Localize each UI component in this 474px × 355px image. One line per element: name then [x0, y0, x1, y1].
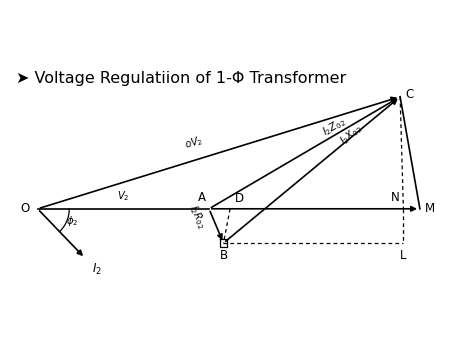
Text: L: L	[400, 249, 407, 262]
Text: N: N	[391, 191, 400, 204]
Text: $I_2R_{02}$: $I_2R_{02}$	[186, 202, 209, 230]
Text: ➤ Voltage Regulatiion of 1-Φ Transformer: ➤ Voltage Regulatiion of 1-Φ Transformer	[16, 71, 346, 86]
Text: D: D	[235, 192, 244, 205]
Text: $I_2X_{02}$: $I_2X_{02}$	[337, 122, 365, 148]
Text: O: O	[20, 202, 30, 215]
Text: $V_2$: $V_2$	[117, 189, 129, 203]
Text: M: M	[425, 202, 435, 215]
Text: C: C	[405, 88, 414, 101]
Text: $oV_2$: $oV_2$	[183, 133, 205, 152]
Text: $\phi_2$: $\phi_2$	[66, 214, 78, 228]
Text: $I_2Z_{02}$: $I_2Z_{02}$	[320, 115, 348, 139]
Text: A: A	[198, 191, 206, 204]
Text: $I_2$: $I_2$	[91, 262, 101, 277]
Text: B: B	[219, 249, 228, 262]
